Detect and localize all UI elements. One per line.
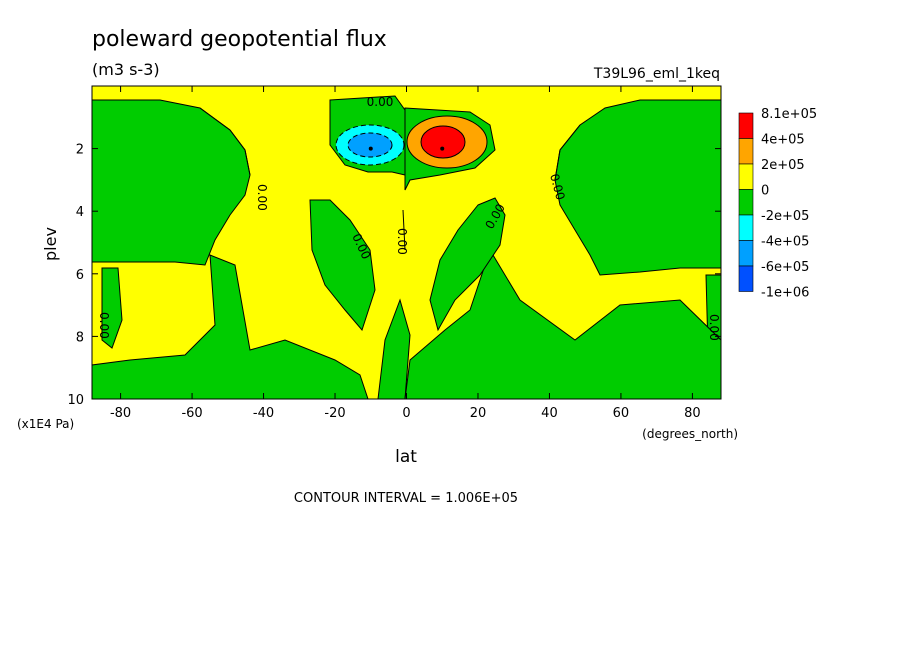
negative-column-right: [429, 197, 506, 332]
colorbar-swatch: [738, 189, 754, 216]
y-tick-label: 4: [76, 205, 84, 220]
y-axis-units: (x1E4 Pa): [17, 417, 74, 431]
colorbar-label: 2e+05: [761, 158, 805, 173]
chart-units: (m3 s-3): [92, 60, 160, 79]
x-tick-label: 60: [613, 406, 630, 421]
contour-line: [554, 124, 581, 181]
negative-column-left: [309, 199, 376, 332]
plot-area: [91, 85, 722, 400]
colorbar-swatch: [738, 163, 754, 190]
x-tick-label: -20: [324, 406, 345, 421]
x-tick-label: -60: [181, 406, 202, 421]
negative-contour-blue: [347, 132, 393, 158]
colorbar-label: -6e+05: [761, 260, 809, 275]
y-axis: 2 4 6 8 10: [67, 143, 721, 408]
colorbar-swatch: [738, 138, 754, 165]
negative-region-bottom: [91, 254, 369, 400]
colorbar: 8.1e+05 4e+05 2e+05 0 -2e+05 -4e+05 -6e+05 -1e+…: [738, 107, 817, 301]
colorbar-swatch: [738, 214, 754, 241]
negative-region-left-lower: [101, 267, 123, 349]
x-tick-label: 40: [541, 406, 558, 421]
colorbar-label: -2e+05: [761, 209, 809, 224]
x-axis: -80 -60 -40 -20 0 20 40 60 80: [110, 86, 701, 421]
contour-label: 0.00: [707, 314, 721, 341]
x-tick-label: -40: [253, 406, 274, 421]
contour-interval: CONTOUR INTERVAL = 1.006E+05: [294, 491, 518, 506]
colorbar-label: -1e+06: [761, 286, 809, 301]
colorbar-label: 8.1e+05: [761, 107, 817, 122]
colorbar-swatch: [738, 240, 754, 267]
run-label: T39L96_eml_1keq: [593, 66, 720, 82]
y-tick-label: 2: [76, 143, 84, 158]
x-axis-label: lat: [395, 447, 417, 467]
contour-label: 0.00: [547, 172, 567, 201]
contour-line: [402, 209, 406, 251]
x-tick-label: -80: [110, 406, 131, 421]
contour-line: [199, 107, 251, 176]
contour-label-group: 0.00 0.00 0.00 0.00 0.00 0.00 0.00 0.00: [97, 95, 721, 341]
chart-title: poleward geopotential flux: [92, 27, 387, 52]
x-tick-label: 20: [470, 406, 487, 421]
colorbar-swatch: [738, 112, 754, 139]
x-tick-label: 80: [684, 406, 701, 421]
contour-label: 0.00: [395, 228, 409, 255]
contour-label: 0.00: [367, 95, 394, 109]
extremum-negative-max: [368, 146, 373, 151]
colorbar-swatch: [738, 265, 754, 292]
colorbar-label: 4e+05: [761, 133, 805, 148]
extremum-positive-max: [440, 146, 445, 151]
negative-region-right: [554, 99, 722, 276]
y-tick-label: 6: [76, 268, 84, 283]
y-tick-label: 8: [76, 330, 84, 345]
y-tick-label: 10: [67, 393, 84, 408]
y-axis-label: plev: [41, 227, 60, 261]
contour-label: 0.00: [255, 184, 269, 211]
colorbar-label: 0: [761, 184, 769, 199]
x-axis-units: (degrees_north): [642, 427, 738, 441]
x-tick-label: 0: [402, 406, 410, 421]
contour-lines: [199, 107, 581, 251]
colorbar-label: -4e+05: [761, 235, 809, 250]
contour-label: 0.00: [97, 312, 111, 339]
positive-contour-red: [420, 125, 466, 159]
